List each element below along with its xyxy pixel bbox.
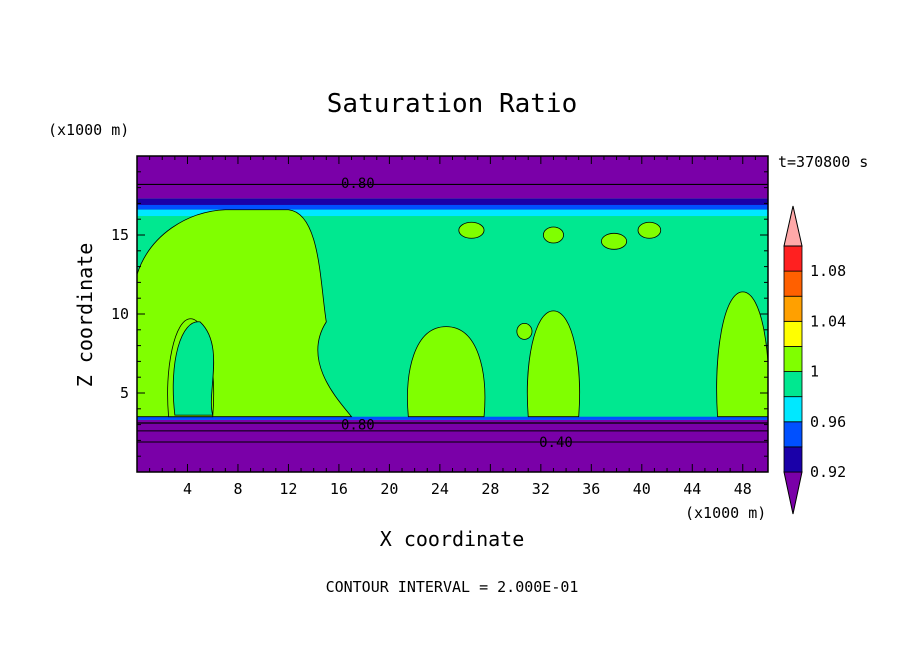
band-0.98 [137, 209, 768, 217]
band-0.92 [137, 198, 768, 205]
colorbar-segment-8 [783, 245, 803, 272]
contour-interval-label: CONTOUR INTERVAL = 2.000E-01 [326, 578, 579, 596]
colorbar-tick-label-0.96: 0.96 [810, 413, 846, 431]
contour-label-1: 0.80 [341, 176, 375, 192]
colorbar-segment-0 [783, 446, 803, 473]
cloud-puff-3 [601, 232, 628, 250]
cloud-puff-5 [516, 322, 533, 340]
contour-label-layer: 0.80 0.80 0.40 [341, 176, 573, 451]
supersaturated-cell-3 [407, 326, 486, 418]
x-tick-label-8: 8 [233, 480, 242, 498]
x-unit-label: (x1000 m) [685, 504, 766, 522]
cloud-puff-4 [637, 221, 662, 239]
x-tick-label-28: 28 [481, 480, 499, 498]
supersaturated-cell-4 [526, 310, 580, 418]
x-tick-label-40: 40 [633, 480, 651, 498]
chart-title: Saturation Ratio [327, 89, 577, 119]
y-axis: 5 10 15 [111, 171, 768, 457]
x-tick-label-16: 16 [330, 480, 348, 498]
colorbar-segment-3 [783, 371, 803, 398]
colorbar-segment-4 [783, 346, 803, 372]
near-saturation-pocket [172, 321, 215, 416]
colorbar-tick-label-1.08: 1.08 [810, 262, 846, 280]
contour-fill-field [137, 156, 768, 472]
supersaturated-cell-5 [716, 291, 768, 418]
x-axis-label: X coordinate [380, 527, 525, 551]
x-tick-label-44: 44 [683, 480, 701, 498]
y-tick-label-15: 15 [111, 226, 129, 244]
x-tick-label-4: 4 [183, 480, 192, 498]
colorbar-segment-6 [783, 295, 803, 322]
colorbar-segment-5 [783, 320, 803, 347]
contour-lines [137, 183, 768, 443]
band-lower-0.96 [137, 416, 768, 420]
colorbar-segment-2 [783, 396, 803, 423]
contour-label-3: 0.40 [539, 435, 573, 451]
x-tick-label-12: 12 [279, 480, 297, 498]
colorbar-tick-label-1.04: 1.04 [810, 312, 846, 330]
y-unit-label: (x1000 m) [48, 121, 129, 139]
colorbar-tick-label-1: 1 [810, 363, 819, 381]
time-label: t=370800 s [778, 153, 868, 171]
y-tick-label-5: 5 [120, 384, 129, 402]
colorbar-segment-1 [783, 421, 803, 448]
colorbar-extend-low [783, 471, 803, 515]
x-tick-label-24: 24 [431, 480, 449, 498]
y-axis-label: Z coordinate [73, 243, 97, 388]
colorbar-segment-7 [783, 270, 803, 297]
x-axis: 4 8 12 16 20 24 28 32 36 40 44 48 [149, 156, 756, 498]
cloud-puff-1 [458, 221, 485, 239]
colorbar-extend-high [783, 205, 803, 247]
y-tick-label-10: 10 [111, 305, 129, 323]
band-0.96 [137, 204, 768, 210]
x-tick-label-48: 48 [734, 480, 752, 498]
colorbar: 0.92 0.96 1 1.04 1.08 [783, 205, 846, 515]
cloud-puff-2 [542, 226, 564, 244]
colorbar-tick-label-0.92: 0.92 [810, 463, 846, 481]
x-tick-label-20: 20 [380, 480, 398, 498]
x-tick-label-32: 32 [532, 480, 550, 498]
x-tick-label-36: 36 [582, 480, 600, 498]
contour-label-2: 0.80 [341, 418, 375, 434]
